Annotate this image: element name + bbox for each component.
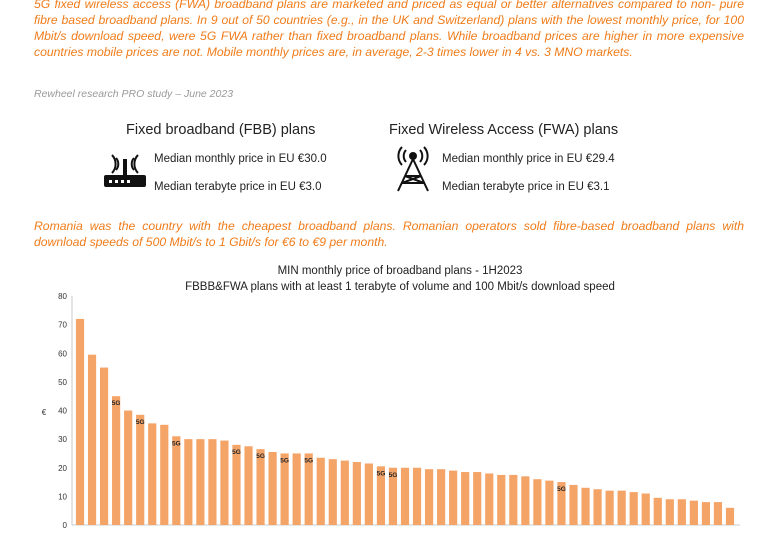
bar: [581, 487, 590, 525]
bar: [485, 473, 494, 525]
y-axis-label: €: [42, 408, 47, 417]
bar: [677, 499, 686, 525]
bar: [376, 466, 386, 525]
bar: [533, 479, 542, 525]
bar-5g-label: 5G: [256, 453, 265, 460]
bar: [75, 318, 85, 525]
bar: [184, 439, 193, 526]
bar: [701, 502, 710, 525]
bar: [641, 493, 650, 525]
y-tick-label: 40: [58, 407, 67, 416]
antenna-tower-icon: [397, 146, 429, 192]
bar: [424, 469, 434, 525]
bar: [461, 472, 470, 525]
bar: [244, 446, 253, 525]
bar: [605, 490, 614, 525]
bar: [653, 497, 662, 525]
bar: [292, 453, 301, 525]
bar: [256, 449, 265, 525]
bar: [629, 492, 638, 525]
y-tick-label: 60: [58, 349, 67, 358]
y-tick-label: 80: [58, 292, 67, 301]
chart-title: MIN monthly price of broadband plans - 1…: [278, 265, 523, 277]
bar: [208, 439, 217, 526]
bar-5g-label: 5G: [389, 472, 398, 479]
bar-5g-label: 5G: [172, 440, 181, 447]
y-tick-label: 50: [58, 378, 67, 387]
bar: [160, 424, 169, 525]
bar-5g-label: 5G: [557, 486, 566, 493]
bar: [725, 507, 735, 525]
fwa-median-monthly: Median monthly price in EU €29.4: [442, 153, 615, 165]
bar: [232, 444, 241, 525]
y-tick-label: 30: [58, 435, 67, 444]
bar-5g-label: 5G: [377, 470, 386, 477]
fbb-median-monthly: Median monthly price in EU €30.0: [154, 153, 327, 165]
bar: [112, 396, 121, 525]
bar: [557, 482, 566, 525]
source-note: Rewheel research PRO study – June 2023: [34, 88, 234, 100]
bar: [316, 457, 325, 525]
highlight-paragraph: Romania was the country with the cheapes…: [34, 219, 744, 249]
bar: [328, 459, 337, 525]
bar: [388, 467, 398, 525]
bar: [617, 490, 626, 525]
bar: [521, 476, 530, 525]
bar: [352, 462, 361, 525]
bar: [136, 414, 145, 525]
bar: [569, 484, 578, 525]
bar-5g-label: 5G: [136, 419, 145, 426]
bar: [280, 453, 289, 525]
bar: [148, 423, 157, 525]
bar-5g-label: 5G: [112, 400, 121, 407]
y-tick-label: 70: [58, 321, 67, 330]
bar: [437, 469, 446, 525]
bar: [473, 472, 482, 525]
bar: [713, 502, 723, 525]
router-icon: [104, 154, 146, 187]
bar: [412, 467, 422, 525]
bar: [268, 452, 277, 525]
bar: [340, 460, 349, 525]
bar: [87, 354, 97, 525]
bar: [124, 410, 133, 525]
bar: [449, 470, 458, 525]
y-tick-label: 0: [63, 521, 68, 530]
fwa-title: Fixed Wireless Access (FWA) plans: [389, 122, 619, 138]
chart-subtitle: FBBB&FWA plans with at least 1 terabyte …: [185, 281, 615, 293]
fbb-median-terabyte: Median terabyte price in EU €3.0: [154, 181, 322, 193]
fbb-title: Fixed broadband (FBB) plans: [126, 122, 316, 138]
bar: [364, 463, 373, 525]
bar: [665, 499, 674, 525]
bar: [689, 500, 698, 525]
bar: [100, 367, 109, 525]
bar: [593, 489, 602, 525]
y-tick-label: 20: [58, 464, 67, 473]
price-bar-chart: MIN monthly price of broadband plans - 1…: [42, 265, 740, 530]
bar: [172, 436, 181, 525]
bar: [304, 453, 313, 525]
bar: [220, 440, 229, 525]
bar-5g-label: 5G: [280, 457, 289, 464]
intro-paragraph: 5G fixed wireless access (FWA) broadband…: [34, 0, 744, 59]
fwa-median-terabyte: Median terabyte price in EU €3.1: [442, 181, 610, 193]
bar: [400, 467, 410, 525]
bar-5g-label: 5G: [232, 449, 241, 456]
bar: [497, 474, 506, 525]
y-tick-label: 10: [58, 492, 67, 501]
bar: [509, 474, 518, 525]
bar: [545, 480, 554, 525]
bar: [196, 439, 205, 526]
bar-5g-label: 5G: [304, 457, 313, 464]
